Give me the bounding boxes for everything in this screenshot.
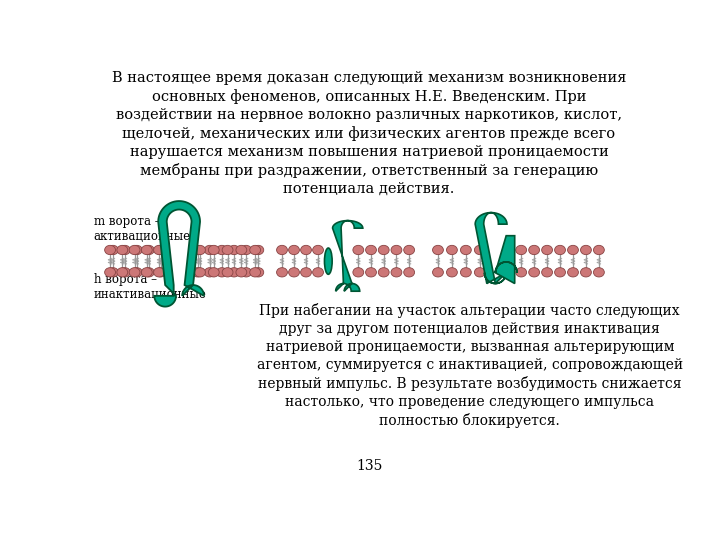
Ellipse shape [250,268,261,277]
Text: m ворота –
активационные: m ворота – активационные [94,215,191,243]
Ellipse shape [143,245,154,255]
Ellipse shape [240,245,251,255]
Ellipse shape [153,245,164,255]
Ellipse shape [554,268,565,277]
Ellipse shape [528,268,539,277]
Ellipse shape [567,268,578,277]
Ellipse shape [228,268,240,277]
Ellipse shape [120,245,130,255]
Ellipse shape [204,245,215,255]
Polygon shape [495,235,517,284]
Ellipse shape [289,245,300,255]
Ellipse shape [474,245,485,255]
Ellipse shape [153,268,164,277]
Text: При набегании на участок альтерации часто следующих
друг за другом потенциалов д: При набегании на участок альтерации част… [257,303,683,428]
Ellipse shape [461,268,472,277]
Ellipse shape [228,245,240,255]
Ellipse shape [474,268,485,277]
Ellipse shape [104,268,115,277]
Ellipse shape [366,245,377,255]
Ellipse shape [236,268,247,277]
Ellipse shape [404,245,415,255]
Ellipse shape [194,268,205,277]
Ellipse shape [120,268,130,277]
Text: h ворота –
инактивационные: h ворота – инактивационные [94,273,207,301]
Ellipse shape [117,245,127,255]
Ellipse shape [541,245,552,255]
Polygon shape [333,221,363,291]
Ellipse shape [107,245,119,255]
Ellipse shape [593,268,604,277]
Ellipse shape [325,248,332,274]
Ellipse shape [404,268,415,277]
Ellipse shape [141,268,152,277]
Ellipse shape [541,268,552,277]
Ellipse shape [378,268,389,277]
Ellipse shape [276,268,287,277]
Ellipse shape [240,268,251,277]
Ellipse shape [516,268,526,277]
Ellipse shape [433,245,444,255]
Text: 135: 135 [356,459,382,473]
Ellipse shape [253,268,264,277]
Ellipse shape [516,245,526,255]
Ellipse shape [192,268,203,277]
Ellipse shape [353,245,364,255]
Ellipse shape [253,245,264,255]
Ellipse shape [446,268,457,277]
Ellipse shape [301,268,312,277]
Ellipse shape [129,268,140,277]
Ellipse shape [204,268,215,277]
Ellipse shape [132,245,143,255]
Ellipse shape [554,245,565,255]
Ellipse shape [222,268,233,277]
Ellipse shape [143,268,154,277]
Ellipse shape [194,245,205,255]
Text: В настоящее время доказан следующий механизм возникновения
основных феноменов, о: В настоящее время доказан следующий меха… [112,71,626,196]
Ellipse shape [446,245,457,255]
Ellipse shape [433,268,444,277]
Ellipse shape [593,245,604,255]
Polygon shape [475,213,507,284]
Ellipse shape [117,268,127,277]
Ellipse shape [378,245,389,255]
Ellipse shape [156,245,166,255]
Ellipse shape [391,245,402,255]
Ellipse shape [301,245,312,255]
Ellipse shape [222,245,233,255]
Ellipse shape [132,268,143,277]
Polygon shape [154,201,204,307]
Ellipse shape [528,245,539,255]
Ellipse shape [217,245,228,255]
Ellipse shape [366,268,377,277]
Ellipse shape [129,245,140,255]
Ellipse shape [580,245,591,255]
Ellipse shape [217,268,228,277]
Ellipse shape [276,245,287,255]
Ellipse shape [391,268,402,277]
Ellipse shape [312,245,323,255]
Ellipse shape [156,268,166,277]
Ellipse shape [104,245,115,255]
Ellipse shape [289,268,300,277]
Ellipse shape [312,268,323,277]
Ellipse shape [461,245,472,255]
Ellipse shape [250,245,261,255]
Ellipse shape [567,245,578,255]
Ellipse shape [192,245,203,255]
Ellipse shape [353,268,364,277]
Ellipse shape [208,245,219,255]
Ellipse shape [208,268,219,277]
Ellipse shape [107,268,119,277]
Ellipse shape [236,245,247,255]
Ellipse shape [141,245,152,255]
Ellipse shape [580,268,591,277]
